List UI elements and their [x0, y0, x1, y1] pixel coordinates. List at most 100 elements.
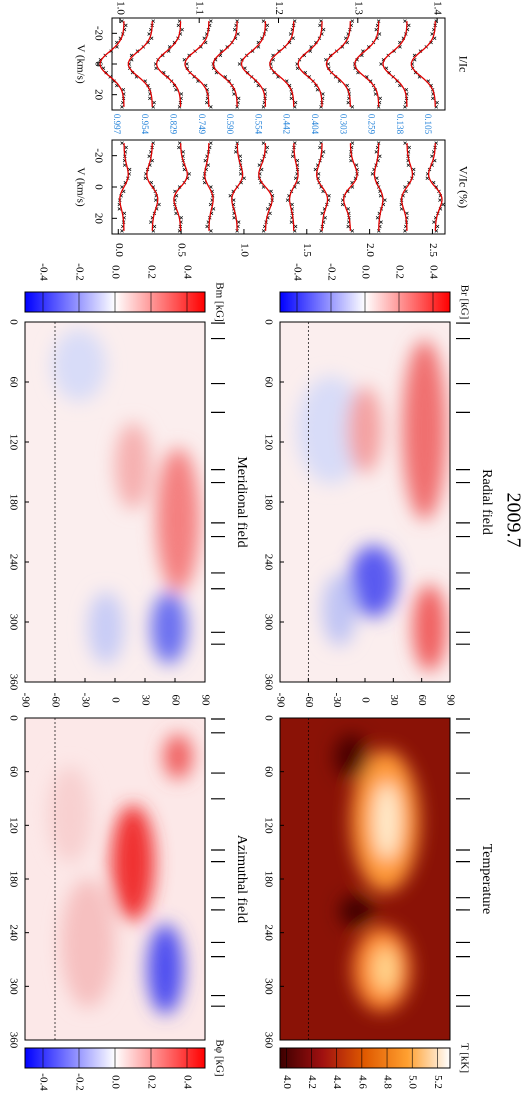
colorbar-tick-label: 4.0 [281, 1075, 293, 1089]
latitude-tick-label: 30 [388, 695, 400, 707]
longitude-tick-label: 120 [262, 817, 274, 834]
map-blob [115, 423, 151, 509]
longitude-tick-label: 120 [7, 817, 19, 834]
velocity-axis-label: V (km/s) [74, 167, 86, 207]
map-image [25, 718, 205, 1040]
colorbar-tick-label: -0.4 [37, 263, 49, 281]
profile-model [157, 21, 181, 107]
velocity-tick-label: 20 [92, 89, 104, 101]
phase-label: 0.259 [367, 114, 377, 135]
figure-title: 2009.7 [502, 493, 524, 548]
phase-label: 0.590 [225, 114, 235, 135]
colorbar-tick-label: 0.0 [109, 1075, 121, 1089]
phase-label: 0.829 [169, 114, 179, 135]
map-title: Radial field [479, 469, 494, 535]
colorbar-tick-label: 4.4 [331, 1075, 343, 1089]
longitude-tick-label: 300 [262, 614, 274, 631]
profile-model [232, 143, 243, 231]
map-blob [164, 734, 193, 779]
latitude-tick-label: 90 [199, 695, 211, 707]
latitude-tick-label: -30 [79, 693, 91, 708]
longitude-tick-label: 240 [262, 554, 274, 571]
offset-tick-label: 1.3 [352, 1, 364, 15]
map-blob [374, 782, 401, 859]
profile-model [205, 143, 213, 231]
colorbar-tick-label: 0.4 [181, 265, 193, 279]
velocity-axis-label: V (km/s) [74, 44, 86, 84]
offset-tick-label: 2.0 [364, 243, 376, 257]
latitude-tick-label: 0 [359, 697, 371, 703]
velocity-tick-label: -20 [92, 148, 104, 163]
longitude-tick-label: 0 [262, 715, 274, 721]
longitude-tick-label: 180 [262, 494, 274, 511]
colorbar-label: Br [kG] [458, 285, 470, 320]
map-blob [88, 592, 124, 664]
phase-label: 0.303 [338, 114, 348, 135]
colorbar-label: Bm [kG] [213, 282, 225, 321]
colorbar-tick-label: 0.2 [145, 1075, 157, 1089]
colorbar-tick-label: 0.4 [181, 1075, 193, 1089]
map-blob [61, 879, 115, 1008]
longitude-tick-label: 0 [262, 319, 274, 325]
offset-tick-label: 2.5 [427, 243, 439, 257]
offset-tick-label: 1.2 [273, 1, 285, 15]
velocity-tick-label: -20 [92, 26, 104, 41]
longitude-tick-label: 0 [7, 715, 19, 721]
profile-model [185, 21, 209, 107]
profile-model [383, 21, 407, 107]
map-blob [374, 947, 398, 992]
colorbar-tick-label: 0.2 [145, 265, 157, 279]
longitude-tick-label: 180 [7, 871, 19, 888]
latitude-tick-label: 60 [169, 695, 181, 707]
map-image [280, 718, 450, 1040]
profile-axis-label: I/Ic [456, 56, 470, 73]
map-blob [151, 592, 187, 664]
map-blob [52, 329, 106, 401]
phase-label: 0.554 [253, 114, 263, 135]
offset-tick-label: 1.0 [238, 243, 250, 257]
longitude-tick-label: 60 [262, 766, 274, 778]
longitude-tick-label: 240 [262, 924, 274, 941]
profile-model [290, 143, 298, 231]
longitude-tick-label: 300 [262, 978, 274, 995]
profile-model [326, 21, 350, 107]
map-blob [156, 448, 199, 592]
map-blob [334, 734, 368, 779]
longitude-tick-label: 180 [7, 494, 19, 511]
profile-frame [112, 18, 445, 110]
map-blob [348, 387, 382, 473]
longitude-tick-label: 0 [7, 319, 19, 325]
map-blob [350, 545, 398, 617]
longitude-tick-label: 300 [7, 978, 19, 995]
longitude-tick-label: 60 [7, 377, 19, 389]
longitude-tick-label: 180 [262, 871, 274, 888]
longitude-tick-label: 360 [7, 674, 19, 691]
latitude-tick-label: -90 [19, 693, 31, 708]
colorbar-label: Bφ [kG] [213, 1039, 225, 1076]
colorbar-tick-label: 0.0 [359, 265, 371, 279]
velocity-tick-label: 20 [92, 213, 104, 225]
colorbar-tick-label: 0.0 [109, 265, 121, 279]
phase-label: 0.442 [282, 114, 292, 134]
map-title: Azimuthal field [234, 835, 249, 923]
longitude-tick-label: 60 [7, 766, 19, 778]
phase-label: 0.105 [423, 114, 433, 135]
colorbar-tick-label: 5.2 [432, 1075, 444, 1089]
latitude-tick-label: 90 [444, 695, 456, 707]
phase-label: 0.404 [310, 114, 320, 135]
longitude-tick-label: 360 [262, 1032, 274, 1049]
colorbar [280, 1048, 450, 1068]
map-title: Temperature [479, 844, 494, 915]
latitude-tick-label: 30 [139, 695, 151, 707]
colorbar-tick-label: -0.2 [73, 1073, 85, 1090]
colorbar-tick-label: -0.2 [325, 263, 337, 280]
colorbar-tick-label: -0.4 [291, 263, 303, 281]
colorbar-tick-label: 0.2 [393, 265, 405, 279]
longitude-tick-label: 240 [7, 554, 19, 571]
profile-model [242, 21, 266, 107]
longitude-tick-label: 120 [262, 434, 274, 451]
colorbar-tick-label: 5.0 [407, 1075, 419, 1089]
colorbar-tick-label: -0.4 [37, 1073, 49, 1091]
